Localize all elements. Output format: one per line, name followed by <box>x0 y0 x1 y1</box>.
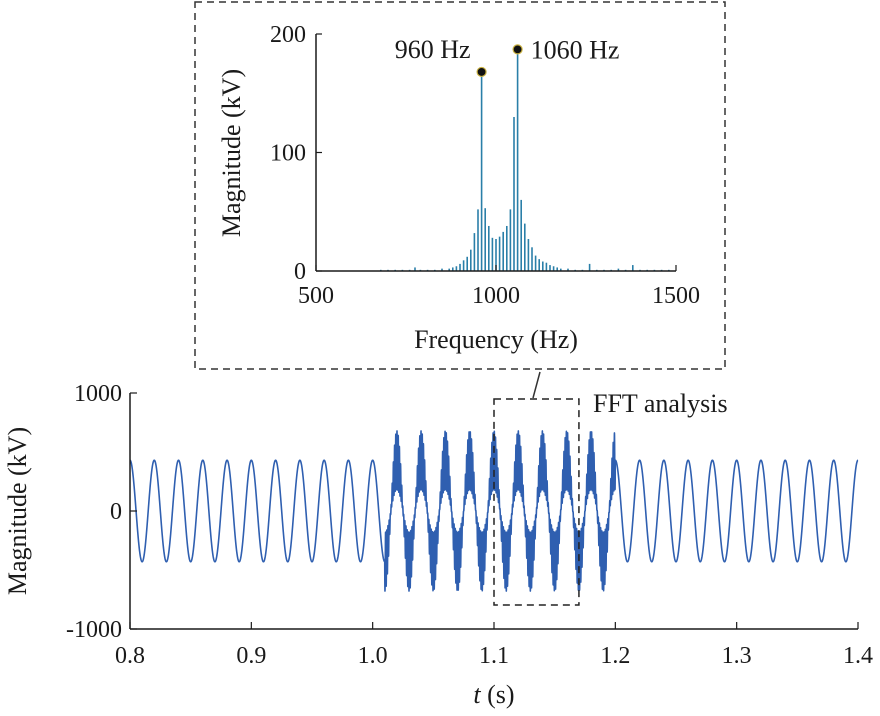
waveform-x-tick-label: 1.4 <box>843 643 873 669</box>
waveform-y-tick-label: -1000 <box>66 617 122 643</box>
waveform-x-tick-label: 0.8 <box>115 643 145 669</box>
spectrum-bars <box>379 54 670 271</box>
spectrum-peak-label: 1060 Hz <box>531 35 620 64</box>
waveform-y-label: Magnitude (kV) <box>3 427 32 595</box>
waveform-x-label: t (s) <box>473 680 514 709</box>
spectrum-x-tick-label: 500 <box>298 283 334 309</box>
waveform-x-tick-label: 1.3 <box>722 643 752 669</box>
spectrum-y-tick-label: 100 <box>270 141 306 167</box>
fft-analysis-window <box>493 398 580 606</box>
spectrum-peaks: 960 Hz 1060 Hz <box>395 35 620 78</box>
spectrum-ticks: 500 1000 1500 0 100 200 <box>270 22 700 309</box>
waveform-x-tick-label: 1.2 <box>600 643 630 669</box>
fft-analysis-label: FFT analysis <box>593 389 728 418</box>
waveform-plot: 0.8 0.9 1.0 1.1 1.2 1.3 1.4 -1000 0 1000 FFT anal… <box>3 381 873 709</box>
spectrum-inset: 500 1000 1500 0 100 200 Frequency (Hz) Magnit… <box>194 1 726 370</box>
spectrum-peak-label: 960 Hz <box>395 35 471 64</box>
spectrum-x-tick-label: 1000 <box>472 283 520 309</box>
spectrum-y-label: Magnitude (kV) <box>217 69 246 237</box>
spectrum-y-tick-label: 200 <box>270 22 306 48</box>
waveform-x-label-unit: (s) <box>481 680 515 709</box>
spectrum-peak-marker <box>512 44 523 55</box>
waveform-x-tick-label: 1.1 <box>479 643 509 669</box>
waveform-ticks: 0.8 0.9 1.0 1.1 1.2 1.3 1.4 -1000 0 1000 <box>66 381 873 669</box>
inset-connector-line <box>532 371 541 399</box>
waveform-y-tick-label: 0 <box>110 499 122 525</box>
spectrum-y-tick-label: 0 <box>294 259 306 285</box>
waveform-x-label-var: t <box>473 680 481 709</box>
spectrum-x-label: Frequency (Hz) <box>414 325 578 354</box>
spectrum-peak-marker <box>476 66 487 78</box>
waveform-x-tick-label: 0.9 <box>236 643 266 669</box>
waveform-y-tick-label: 1000 <box>74 381 122 407</box>
waveform-x-tick-label: 1.0 <box>358 643 388 669</box>
inset-dashed-frame <box>194 1 726 370</box>
spectrum-x-tick-label: 1500 <box>652 283 700 309</box>
